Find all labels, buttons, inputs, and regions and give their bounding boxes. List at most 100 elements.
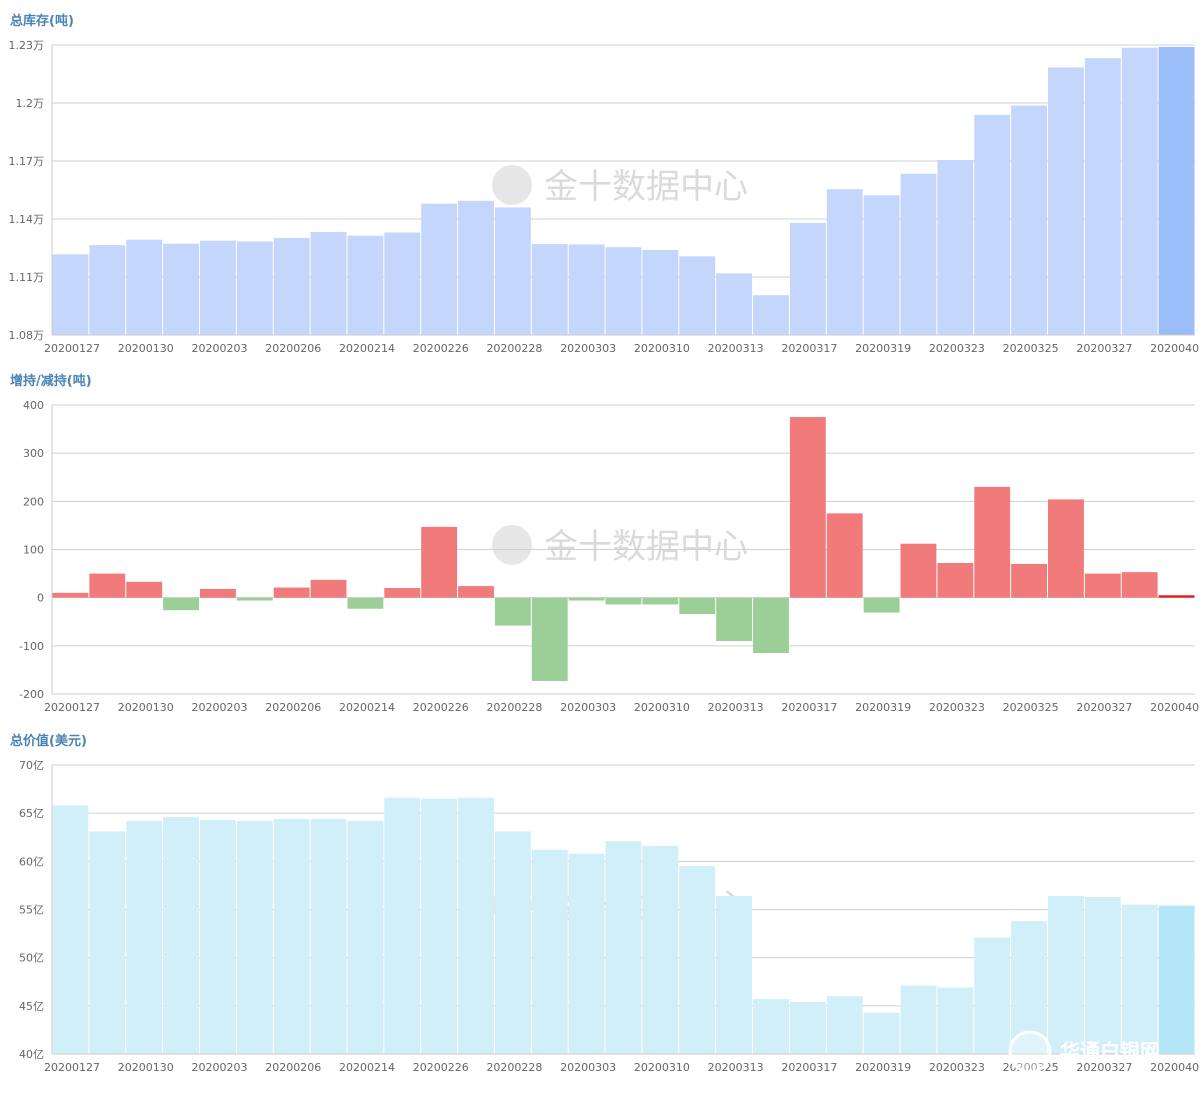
bar <box>605 247 642 335</box>
x-tick-label: 20200228 <box>486 342 542 355</box>
bar <box>716 896 753 1054</box>
bar <box>863 1012 900 1054</box>
bar <box>199 240 236 335</box>
x-tick-label: 20200206 <box>265 1061 321 1074</box>
jin10-logo-icon <box>492 165 532 205</box>
jin10-logo-icon <box>492 525 532 565</box>
y-tick-label: 1.08万 <box>9 329 45 342</box>
bar <box>273 587 310 598</box>
bar <box>900 985 937 1054</box>
bar <box>863 597 900 613</box>
bar <box>126 820 163 1054</box>
x-tick-label: 20200228 <box>486 1061 542 1074</box>
bar <box>89 573 126 598</box>
y-tick-label: 1.11万 <box>9 271 45 284</box>
x-tick-label: 20200325 <box>1003 342 1059 355</box>
bar <box>310 231 347 335</box>
bar <box>937 562 974 598</box>
bar <box>384 232 421 335</box>
y-tick-label: 50亿 <box>19 952 44 965</box>
bar <box>753 999 789 1054</box>
chart-marks: 1.08万 1.11万 1.14万 1.17万 1.2万 1.23万 20200127 202… <box>9 39 1200 1074</box>
huatong-logo-icon <box>1008 1030 1052 1074</box>
bar <box>1158 46 1195 335</box>
bar <box>826 996 863 1054</box>
x-tick-label: 20200317 <box>781 1061 837 1074</box>
bar <box>974 486 1011 598</box>
panel-inventory: 总库存(吨) 金十数据中心 <box>10 13 748 207</box>
bar <box>199 588 236 598</box>
bar <box>531 849 568 1054</box>
y-tick-label: -100 <box>19 640 44 653</box>
bar <box>236 820 273 1054</box>
bar <box>679 597 716 615</box>
x-tick-label: 20200327 <box>1076 1061 1132 1074</box>
x-tick-label: 20200203 <box>191 701 247 714</box>
panel-change: 增持/减持(吨) 金十数据中心 <box>10 373 748 567</box>
y-tick-label: 1.14万 <box>9 213 45 226</box>
x-tick-label: 20200226 <box>413 701 469 714</box>
x-tick-label: 20200401 <box>1150 701 1200 714</box>
bar <box>900 173 937 335</box>
bar <box>458 586 494 598</box>
x-tick-label: 20200127 <box>44 342 100 355</box>
bar <box>89 831 126 1054</box>
watermark-text: 金十数据中心 <box>544 167 748 207</box>
x-tick-label: 20200206 <box>265 701 321 714</box>
y-tick-label: 65亿 <box>19 807 44 820</box>
bar <box>1011 105 1048 335</box>
bar <box>421 526 458 598</box>
bar <box>1048 499 1084 598</box>
bar <box>126 239 163 335</box>
bar <box>900 543 937 598</box>
bar <box>1121 572 1158 598</box>
y-tick-label: 45亿 <box>19 1000 44 1013</box>
y-tick-label: 1.17万 <box>9 155 45 168</box>
x-tick-label: 20200214 <box>339 342 395 355</box>
bar <box>716 273 753 335</box>
bar <box>126 581 163 598</box>
x-tick-label: 20200203 <box>191 1061 247 1074</box>
bar <box>1048 67 1084 335</box>
bar <box>347 235 384 335</box>
bar <box>163 597 199 611</box>
bar <box>789 1001 826 1054</box>
x-tick-label: 20200310 <box>634 1061 690 1074</box>
x-tick-label: 20200130 <box>118 1061 174 1074</box>
bar <box>789 417 826 598</box>
bar <box>642 597 679 605</box>
bar <box>52 254 89 335</box>
bar <box>421 203 458 335</box>
bar <box>531 597 568 681</box>
bar <box>1084 58 1121 335</box>
x-tick-label: 20200214 <box>339 701 395 714</box>
x-tick-label: 20200323 <box>929 701 985 714</box>
x-tick-label: 20200226 <box>413 342 469 355</box>
bar <box>52 592 89 598</box>
x-tick-label: 20200303 <box>560 342 616 355</box>
bar <box>1158 595 1195 598</box>
bar <box>310 818 347 1054</box>
x-tick-label: 20200317 <box>781 701 837 714</box>
bar <box>1158 905 1195 1054</box>
x-tick-label: 20200214 <box>339 1061 395 1074</box>
x-tick-label: 20200319 <box>855 701 911 714</box>
bar <box>163 817 199 1054</box>
bar <box>458 797 494 1054</box>
bar <box>236 241 273 335</box>
bar <box>199 819 236 1054</box>
panel-title-change: 增持/减持(吨) <box>10 373 92 389</box>
bar <box>1048 896 1084 1054</box>
panel-title-value: 总价值(美元) <box>10 733 87 749</box>
x-tick-label: 20200323 <box>929 1061 985 1074</box>
y-tick-label: -200 <box>19 688 44 701</box>
bar <box>937 987 974 1054</box>
bar <box>1121 904 1158 1054</box>
bar <box>494 831 531 1054</box>
bar <box>974 114 1011 335</box>
bar <box>568 597 605 601</box>
x-tick-label: 20200401 <box>1150 342 1200 355</box>
y-tick-label: 40亿 <box>19 1048 44 1061</box>
bar <box>826 513 863 598</box>
bar <box>89 245 126 335</box>
